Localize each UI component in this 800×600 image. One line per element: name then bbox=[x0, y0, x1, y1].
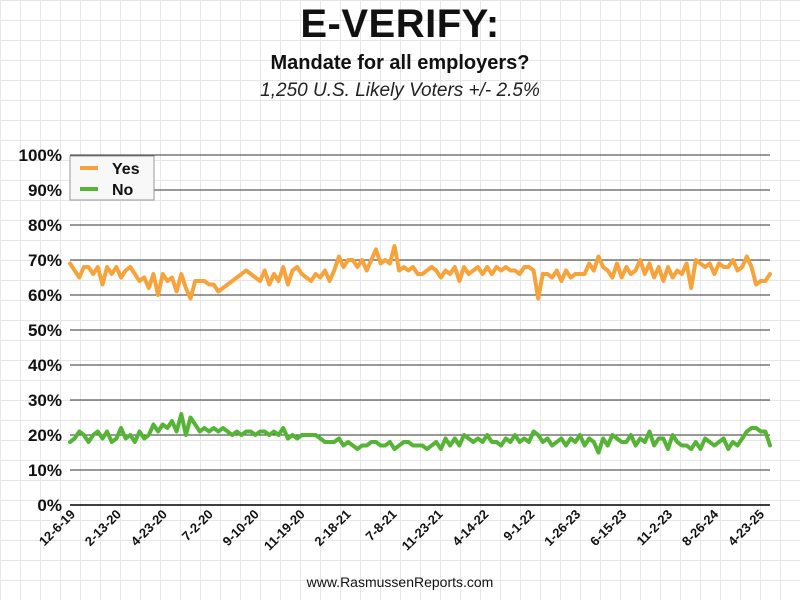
x-tick-label: 11-2-23 bbox=[633, 507, 675, 549]
series-line-no bbox=[68, 412, 772, 455]
source-footer: www.RasmussenReports.com bbox=[306, 574, 494, 590]
y-tick-label: 10% bbox=[28, 461, 62, 480]
y-tick-label: 60% bbox=[28, 286, 62, 305]
x-tick-label: 4-14-22 bbox=[449, 507, 491, 549]
x-tick-label: 6-15-23 bbox=[587, 507, 629, 549]
y-tick-label: 40% bbox=[28, 356, 62, 375]
x-tick-label: 2-18-21 bbox=[311, 507, 353, 549]
chart-sample-note: 1,250 U.S. Likely Voters +/- 2.5% bbox=[260, 80, 540, 101]
x-tick-label: 9-1-22 bbox=[500, 507, 537, 544]
x-tick-label: 9-10-20 bbox=[220, 507, 262, 549]
chart-subtitle: Mandate for all employers? bbox=[270, 52, 530, 74]
legend: Yes No bbox=[69, 155, 155, 201]
chart-title: E-VERIFY: bbox=[300, 2, 500, 46]
y-tick-label: 50% bbox=[28, 321, 62, 340]
x-tick-label: 2-13-20 bbox=[82, 507, 124, 549]
legend-label: No bbox=[112, 182, 134, 199]
x-tick-label: 11-23-21 bbox=[399, 507, 446, 554]
y-tick-label: 80% bbox=[28, 216, 62, 235]
x-tick-label: 1-26-23 bbox=[541, 507, 583, 549]
x-tick-label: 7-8-21 bbox=[362, 507, 399, 544]
x-tick-label: 4-23-25 bbox=[725, 507, 767, 549]
y-tick-label: 90% bbox=[28, 181, 62, 200]
x-tick-label: 11-19-20 bbox=[261, 507, 308, 554]
legend-box bbox=[69, 155, 155, 201]
y-tick-label: 20% bbox=[28, 426, 62, 445]
series-line-yes bbox=[68, 244, 772, 301]
y-tick-label: 30% bbox=[28, 391, 62, 410]
x-tick-label: 7-2-20 bbox=[179, 507, 216, 544]
y-tick-label: 0% bbox=[37, 496, 62, 515]
legend-label: Yes bbox=[112, 161, 140, 178]
x-tick-label: 4-23-20 bbox=[128, 507, 170, 549]
y-tick-label: 100% bbox=[19, 146, 62, 165]
x-tick-label: 8-26-24 bbox=[679, 506, 722, 549]
y-tick-label: 70% bbox=[28, 251, 62, 270]
